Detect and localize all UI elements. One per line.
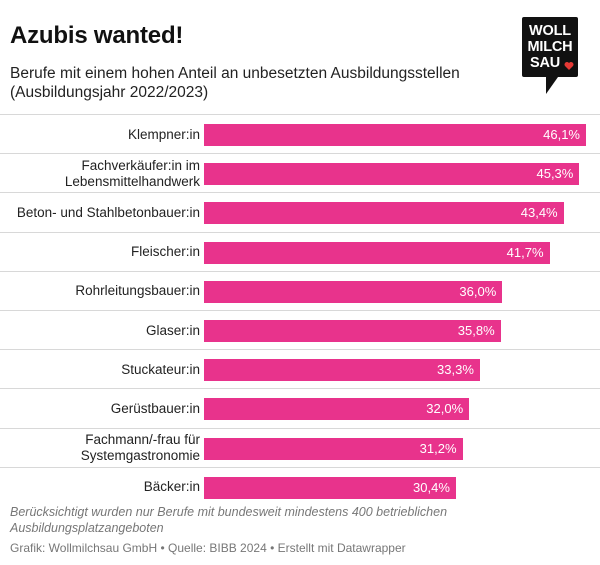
bar-value-label: 30,4% (413, 479, 450, 495)
logo-bubble-tail (546, 77, 558, 94)
bar-value-label: 36,0% (459, 283, 497, 299)
bar: 45,3% (204, 163, 580, 186)
category-label: Stuckateur:in (121, 350, 200, 389)
bar-value-label: 41,7% (506, 244, 544, 260)
category-label: Gerüstbauer:in (111, 389, 200, 428)
bar-row: Rohrleitungsbauer:in 36,0% (0, 270, 600, 311)
bar-value-label: 43,4% (520, 205, 558, 221)
bar-row: Stuckateur:in 33,3% (0, 349, 600, 389)
bar-row: Gerüstbauer:in 32,0% (0, 388, 600, 428)
category-label: Beton- und Stahlbetonbauer:in (17, 193, 200, 232)
category-label: Klempner:in (128, 115, 200, 154)
category-label: Rohrleitungsbauer:in (75, 272, 200, 311)
bar-row: Klempner:in 46,1% (0, 114, 600, 154)
category-label: Bäcker:in (144, 468, 200, 507)
bar-row: Fachverkäufer:in im Lebensmittelhandwerk 4… (0, 153, 600, 193)
bar: 46,1% (204, 124, 586, 146)
footnote: Berücksichtigt wurden nur Berufe mit bun… (10, 505, 448, 535)
bar: 32,0% (204, 398, 470, 421)
logo-line-3: SAU (529, 55, 560, 71)
bar: 35,8% (204, 320, 501, 342)
bar-row: Beton- und Stahlbetonbauer:in 43,4% (0, 192, 600, 232)
bar: 41,7% (204, 241, 550, 264)
bar: 33,3% (204, 359, 480, 382)
category-label-line: Lebensmittelhandwerk (64, 173, 200, 189)
category-label: Fachverkäufer:in im Lebensmittelhandwerk (65, 154, 200, 193)
category-label: Fleischer:in (131, 233, 200, 272)
bar-value-label: 33,3% (437, 362, 474, 378)
chart-title: Azubis wanted! (10, 22, 184, 49)
category-label-line: Klempner:in (127, 126, 200, 142)
category-label-line: Rohrleitungsbauer:in (75, 283, 200, 299)
wollmilchsau-logo: WOLL MILCH SAU (522, 17, 578, 95)
bar-value-label: 35,8% (457, 323, 495, 338)
category-label-line: Fachmann/-frau für (85, 432, 200, 448)
category-label-line: Fachverkäufer:in im (81, 157, 200, 173)
bar: 31,2% (204, 437, 463, 460)
category-label-line: Stuckateur:in (121, 361, 200, 377)
heart-icon (564, 62, 574, 70)
logo-line-2: MILCH (527, 39, 573, 55)
category-label-line: Bäcker:in (143, 479, 200, 495)
bar-value-label: 32,0% (426, 401, 464, 417)
category-label-line: Glaser:in (145, 322, 200, 338)
bar: 43,4% (204, 202, 564, 225)
bar-row: Glaser:in 35,8% (0, 310, 600, 350)
bar-row: Bäcker:in 30,4% (0, 466, 600, 507)
bar-row: Fachmann/-frau für Systemgastronomie 31,2% (0, 427, 600, 468)
bar-value-label: 46,1% (543, 127, 580, 142)
bar-row: Fleischer:in 41,7% (0, 231, 600, 272)
category-label-line: Systemgastronomie (80, 448, 200, 464)
category-label-line: Fleischer:in (130, 244, 200, 260)
chart-subtitle: Berufe mit einem hohen Anteil an unbeset… (10, 65, 460, 101)
source-credit: Grafik: Wollmilchsau GmbH • Quelle: BIBB… (10, 541, 406, 555)
bar: 30,4% (204, 476, 456, 499)
bar-value-label: 31,2% (419, 440, 457, 456)
category-label: Fachmann/-frau für Systemgastronomie (81, 429, 200, 468)
category-label-line: Gerüstbauer:in (110, 400, 200, 416)
category-label: Glaser:in (146, 311, 200, 350)
category-label-line: Beton- und Stahlbetonbauer:in (16, 204, 200, 220)
bar: 36,0% (204, 280, 503, 303)
logo-line-1: WOLL (529, 23, 571, 39)
bar-value-label: 45,3% (536, 166, 574, 182)
